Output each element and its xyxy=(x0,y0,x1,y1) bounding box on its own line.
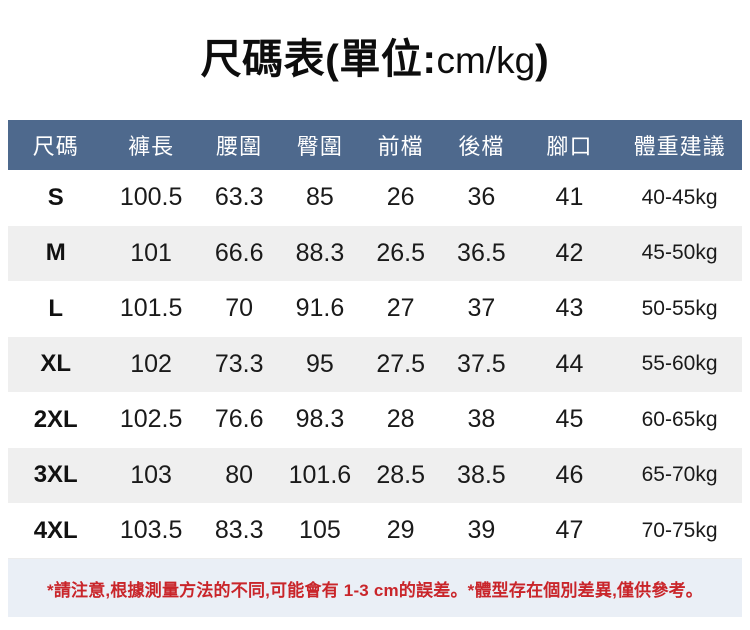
title-prefix: 尺碼表(單位: xyxy=(200,36,437,82)
table-cell: 26.5 xyxy=(360,225,442,281)
table-cell: 28.5 xyxy=(360,447,442,503)
size-cell: L xyxy=(8,281,104,337)
column-header-hip: 臀圍 xyxy=(279,120,361,170)
table-cell: 37.5 xyxy=(441,336,522,392)
table-cell: 43 xyxy=(521,281,618,337)
table-cell: 27 xyxy=(360,281,442,337)
table-cell: 38.5 xyxy=(441,447,522,503)
size-cell: M xyxy=(8,225,104,281)
table-cell: 100.5 xyxy=(103,170,199,226)
weight-cell: 45-50kg xyxy=(617,225,742,281)
table-cell: 83.3 xyxy=(198,503,280,559)
column-header-waist: 腰圍 xyxy=(198,120,280,170)
table-row: 2XL 102.5 76.6 98.3 28 38 45 60-65kg xyxy=(8,392,742,448)
weight-cell: 60-65kg xyxy=(617,392,742,448)
table-cell: 38 xyxy=(441,392,522,448)
table-row: S 100.5 63.3 85 26 36 41 40-45kg xyxy=(8,170,742,226)
table-cell: 91.6 xyxy=(279,281,361,337)
table-cell: 103.5 xyxy=(103,503,199,559)
table-cell: 41 xyxy=(521,170,618,226)
note-text: *請注意,根據測量方法的不同,可能會有 1-3 cm的誤差。*體型存在個別差異,… xyxy=(47,580,703,600)
weight-cell: 70-75kg xyxy=(617,503,742,559)
table-header-row: 尺碼 褲長 腰圍 臀圍 前檔 後檔 腳口 體重建議 xyxy=(8,120,742,170)
table-cell: 42 xyxy=(521,225,618,281)
table-cell: 44 xyxy=(521,336,618,392)
table-cell: 102 xyxy=(103,336,199,392)
table-cell: 36.5 xyxy=(441,225,522,281)
table-cell: 29 xyxy=(360,503,442,559)
table-cell: 80 xyxy=(198,447,280,503)
table-cell: 45 xyxy=(521,392,618,448)
table-cell: 39 xyxy=(441,503,522,559)
note-bar: *請注意,根據測量方法的不同,可能會有 1-3 cm的誤差。*體型存在個別差異,… xyxy=(8,559,742,617)
table-row: 3XL 103 80 101.6 28.5 38.5 46 65-70kg xyxy=(8,447,742,503)
table-row: XL 102 73.3 95 27.5 37.5 44 55-60kg xyxy=(8,336,742,392)
weight-cell: 65-70kg xyxy=(617,447,742,503)
weight-cell: 55-60kg xyxy=(617,336,742,392)
table-cell: 103 xyxy=(103,447,199,503)
table-cell: 47 xyxy=(521,503,618,559)
table-cell: 28 xyxy=(360,392,442,448)
size-cell: 3XL xyxy=(8,447,104,503)
table-cell: 101.5 xyxy=(103,281,199,337)
table-row: L 101.5 70 91.6 27 37 43 50-55kg xyxy=(8,281,742,337)
column-header-size: 尺碼 xyxy=(8,120,104,170)
size-cell: 2XL xyxy=(8,392,104,448)
table-cell: 95 xyxy=(279,336,361,392)
table-row: 4XL 103.5 83.3 105 29 39 47 70-75kg xyxy=(8,503,742,559)
size-table: 尺碼 褲長 腰圍 臀圍 前檔 後檔 腳口 體重建議 S 100.5 63.3 8… xyxy=(8,120,742,559)
table-cell: 66.6 xyxy=(198,225,280,281)
table-cell: 85 xyxy=(279,170,361,226)
weight-cell: 50-55kg xyxy=(617,281,742,337)
table-cell: 102.5 xyxy=(103,392,199,448)
table-cell: 63.3 xyxy=(198,170,280,226)
title-unit: cm/kg xyxy=(436,40,536,81)
table-cell: 36 xyxy=(441,170,522,226)
table-cell: 27.5 xyxy=(360,336,442,392)
table-cell: 37 xyxy=(441,281,522,337)
table-cell: 98.3 xyxy=(279,392,361,448)
column-header-weight-range: 體重建議 xyxy=(617,120,742,170)
size-cell: 4XL xyxy=(8,503,104,559)
size-cell: XL xyxy=(8,336,104,392)
column-header-leg-opening: 腳口 xyxy=(521,120,618,170)
table-cell: 101 xyxy=(103,225,199,281)
table-cell: 73.3 xyxy=(198,336,280,392)
table-cell: 76.6 xyxy=(198,392,280,448)
table-cell: 46 xyxy=(521,447,618,503)
column-header-front-rise: 前檔 xyxy=(360,120,442,170)
column-header-back-rise: 後檔 xyxy=(441,120,522,170)
weight-cell: 40-45kg xyxy=(617,170,742,226)
title-suffix: ) xyxy=(535,36,550,82)
table-row: M 101 66.6 88.3 26.5 36.5 42 45-50kg xyxy=(8,225,742,281)
table-cell: 101.6 xyxy=(279,447,361,503)
page-title: 尺碼表(單位:cm/kg) xyxy=(0,36,750,84)
column-header-pants-length: 褲長 xyxy=(103,120,199,170)
table-cell: 70 xyxy=(198,281,280,337)
table-cell: 88.3 xyxy=(279,225,361,281)
table-cell: 26 xyxy=(360,170,442,226)
table-cell: 105 xyxy=(279,503,361,559)
size-cell: S xyxy=(8,170,104,226)
